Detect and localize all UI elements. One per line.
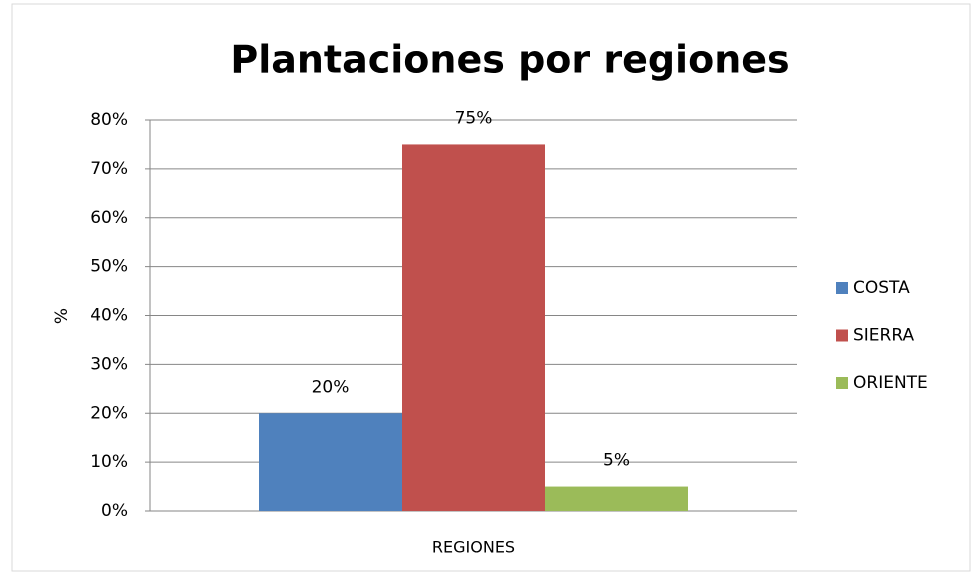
y-tick-label: 0% <box>101 501 128 521</box>
chart-title: Plantaciones por regiones <box>230 38 789 82</box>
x-tick-label: REGIONES <box>432 538 515 557</box>
bar <box>259 413 402 511</box>
y-tick-label: 40% <box>90 306 128 326</box>
y-tick-label: 60% <box>90 208 128 228</box>
legend-label: COSTA <box>853 278 910 298</box>
legend-swatch <box>836 377 848 389</box>
y-axis-label: % <box>52 308 72 324</box>
bar <box>402 144 545 511</box>
data-label: 5% <box>603 451 630 471</box>
y-tick-label: 80% <box>90 110 128 130</box>
legend-swatch <box>836 282 848 294</box>
data-label: 20% <box>312 377 350 397</box>
y-tick-label: 10% <box>90 452 128 472</box>
y-tick-label: 70% <box>90 159 128 179</box>
legend-label: ORIENTE <box>853 373 928 393</box>
legend-swatch <box>836 329 848 342</box>
y-tick-label: 50% <box>90 257 128 277</box>
y-tick-label: 30% <box>90 354 128 374</box>
legend-label: SIERRA <box>853 326 914 346</box>
bar <box>545 486 688 511</box>
y-tick-label: 20% <box>90 403 128 423</box>
data-label: 75% <box>455 108 493 128</box>
